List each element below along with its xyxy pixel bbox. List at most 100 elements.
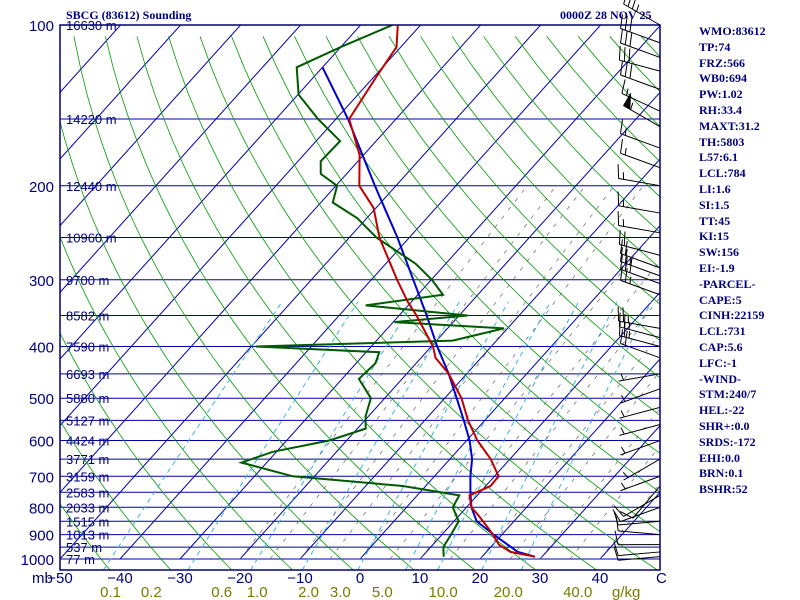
- height-label: 1515 m: [66, 514, 109, 529]
- wind-barb: [620, 60, 661, 90]
- pressure-label: 600: [29, 434, 54, 451]
- dry-adiabat: [357, 36, 660, 379]
- index-item: TP:74: [699, 39, 731, 54]
- isotherm-line: [419, 291, 660, 560]
- dry-adiabat: [199, 36, 659, 570]
- wind-barb: [620, 239, 661, 269]
- wind-barb-shaft: [619, 59, 661, 72]
- isotherm-line: [60, 25, 242, 227]
- dry-adiabat: [577, 36, 660, 128]
- wind-barb-flag: [618, 230, 621, 245]
- wind-barb: [617, 211, 661, 234]
- wind-barb-shaft: [618, 205, 661, 214]
- wind-barb: [619, 424, 661, 436]
- temperature-tick-label: −50: [47, 570, 72, 587]
- dry-adiabat: [451, 36, 660, 269]
- pressure-label: 200: [29, 179, 54, 196]
- wind-barb: [618, 230, 661, 256]
- moist-adiabat: [269, 185, 557, 560]
- dry-adiabat: [0, 36, 49, 570]
- wind-barb-shaft: [620, 279, 661, 296]
- height-label: 4424 m: [66, 434, 109, 449]
- isotherm-line: [239, 91, 660, 560]
- index-item: WMO:83612: [699, 24, 766, 38]
- wind-barb-flag: [623, 47, 626, 62]
- moist-adiabat: [389, 223, 660, 560]
- wind-barb-flag: [624, 15, 628, 31]
- wind-barb: [613, 511, 661, 526]
- wind-barb-flag: [612, 509, 621, 522]
- wind-barb-flag: [620, 14, 623, 29]
- wind-barb-flag: [620, 28, 623, 44]
- wind-barb-shaft: [620, 74, 661, 90]
- index-item: SHR+:0.0: [699, 418, 750, 433]
- pressure-unit-label: mb: [32, 570, 53, 587]
- wind-barb-flag: [621, 79, 626, 94]
- index-item: SRDS:-172: [699, 434, 756, 449]
- wind-barb-shaft: [618, 556, 661, 561]
- dry-adiabat: [420, 36, 660, 305]
- wind-barb-shaft: [620, 506, 661, 523]
- mixing-ratio-label: 20.0: [494, 584, 523, 600]
- mixing-ratio-label: 40.0: [563, 584, 592, 600]
- mixing-ratio-label: 10.0: [428, 584, 457, 600]
- wind-barb-shaft: [620, 28, 661, 44]
- wind-barb-flag: [618, 312, 621, 327]
- index-item: LFC:-1: [699, 355, 737, 370]
- index-item: WB0:694: [699, 71, 747, 86]
- index-item: LCL:784: [699, 166, 746, 181]
- valid-time: 0000Z 28 NOV 25: [560, 8, 652, 22]
- moist-adiabat: [329, 185, 615, 560]
- height-label: 1013 m: [66, 528, 109, 543]
- wind-barb-flag: [622, 307, 625, 323]
- moist-adiabat: [239, 185, 528, 560]
- wind-barb-shaft: [619, 406, 661, 419]
- wind-barb-half-flag: [624, 147, 627, 156]
- pressure-label: 300: [29, 273, 54, 290]
- height-label: 5880 m: [66, 391, 109, 406]
- wind-barb-flag: [624, 62, 628, 77]
- wind-barb-flag: [624, 267, 628, 283]
- moist-adiabat: [299, 185, 586, 560]
- wind-barb-half-flag: [624, 128, 627, 136]
- index-item: BRN:0.1: [699, 466, 744, 481]
- mixing-ratio-label: 1.0: [247, 584, 268, 600]
- height-label: 9700 m: [66, 273, 109, 288]
- height-label: 77 m: [66, 552, 95, 567]
- isotherm-line: [359, 224, 660, 560]
- mixing-ratio-label: 3.0: [330, 584, 351, 600]
- mixing-ratio-line: [404, 301, 551, 570]
- mixing-ratio-line: [301, 301, 460, 570]
- wind-barb-flag: [623, 313, 626, 329]
- isotherm-line: [299, 158, 660, 560]
- wind-barb-flag: [618, 45, 621, 61]
- temperature-trace: [348, 25, 536, 558]
- wind-barb: [623, 0, 661, 26]
- index-item: STM:240/7: [699, 387, 757, 402]
- wind-barb-half-flag: [620, 373, 625, 381]
- isotherm-line: [479, 358, 660, 560]
- wind-barb-flag: [617, 211, 620, 226]
- wind-barb: [614, 530, 661, 546]
- mixing-ratio-line: [102, 301, 283, 570]
- wind-barb-flag: [620, 60, 623, 76]
- wind-barb-flag: [617, 164, 620, 179]
- index-item: CAP:5.6: [699, 339, 743, 354]
- wind-barb-flag: [620, 247, 623, 262]
- wind-barb: [620, 28, 661, 58]
- height-label: 5127 m: [66, 413, 109, 428]
- temperature-tick-label: −20: [227, 570, 252, 587]
- index-item: LI:1.6: [699, 181, 731, 196]
- index-item: TT:45: [699, 213, 731, 228]
- wind-barb-shaft: [620, 343, 661, 359]
- index-item: LCL:731: [699, 324, 746, 339]
- wind-barb-shaft: [620, 42, 661, 58]
- wind-barb-flag: [614, 530, 619, 545]
- index-item: TH:5803: [699, 134, 745, 149]
- wind-barb-half-flag: [620, 482, 626, 490]
- index-item: -PARCEL-: [699, 276, 756, 291]
- pressure-label: 1000: [21, 552, 54, 569]
- temperature-tick-label: 10: [412, 570, 429, 587]
- wind-barb-flag: [624, 241, 628, 256]
- index-item: EHI:0.0: [699, 450, 741, 465]
